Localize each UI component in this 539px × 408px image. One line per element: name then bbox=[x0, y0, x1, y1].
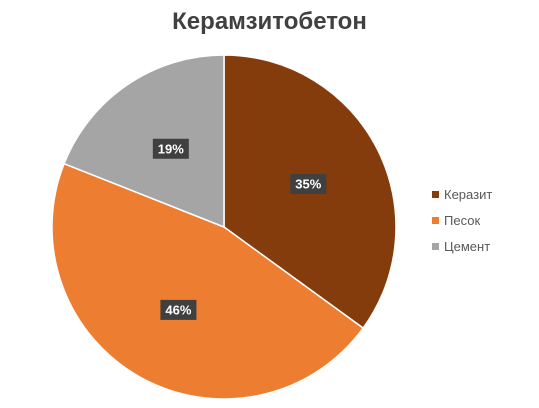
data-label-text: 46% bbox=[165, 302, 191, 317]
data-label-1: 46% bbox=[160, 299, 197, 320]
legend-label: Керазит bbox=[444, 186, 493, 202]
pie-slice-1 bbox=[51, 162, 365, 400]
legend-item: Цемент bbox=[432, 233, 492, 259]
data-label-2: 19% bbox=[152, 138, 189, 159]
legend-item: Песок bbox=[432, 207, 492, 233]
data-label-box bbox=[160, 299, 197, 320]
legend-swatch bbox=[432, 242, 439, 250]
legend-label: Песок bbox=[444, 212, 481, 228]
data-label-text: 35% bbox=[295, 177, 321, 192]
data-label-0: 35% bbox=[290, 174, 327, 195]
data-label-box bbox=[152, 138, 189, 159]
legend-swatch bbox=[432, 190, 439, 198]
legend-swatch bbox=[432, 216, 439, 224]
pie-slice-2 bbox=[63, 54, 225, 229]
data-label-text: 19% bbox=[158, 141, 184, 156]
legend-label: Цемент bbox=[444, 238, 491, 254]
legend: Керазит Песок Цемент bbox=[432, 181, 492, 259]
chart-title: Керамзитобетон bbox=[172, 8, 367, 35]
data-label-box bbox=[290, 174, 327, 195]
legend-item: Керазит bbox=[432, 181, 492, 207]
